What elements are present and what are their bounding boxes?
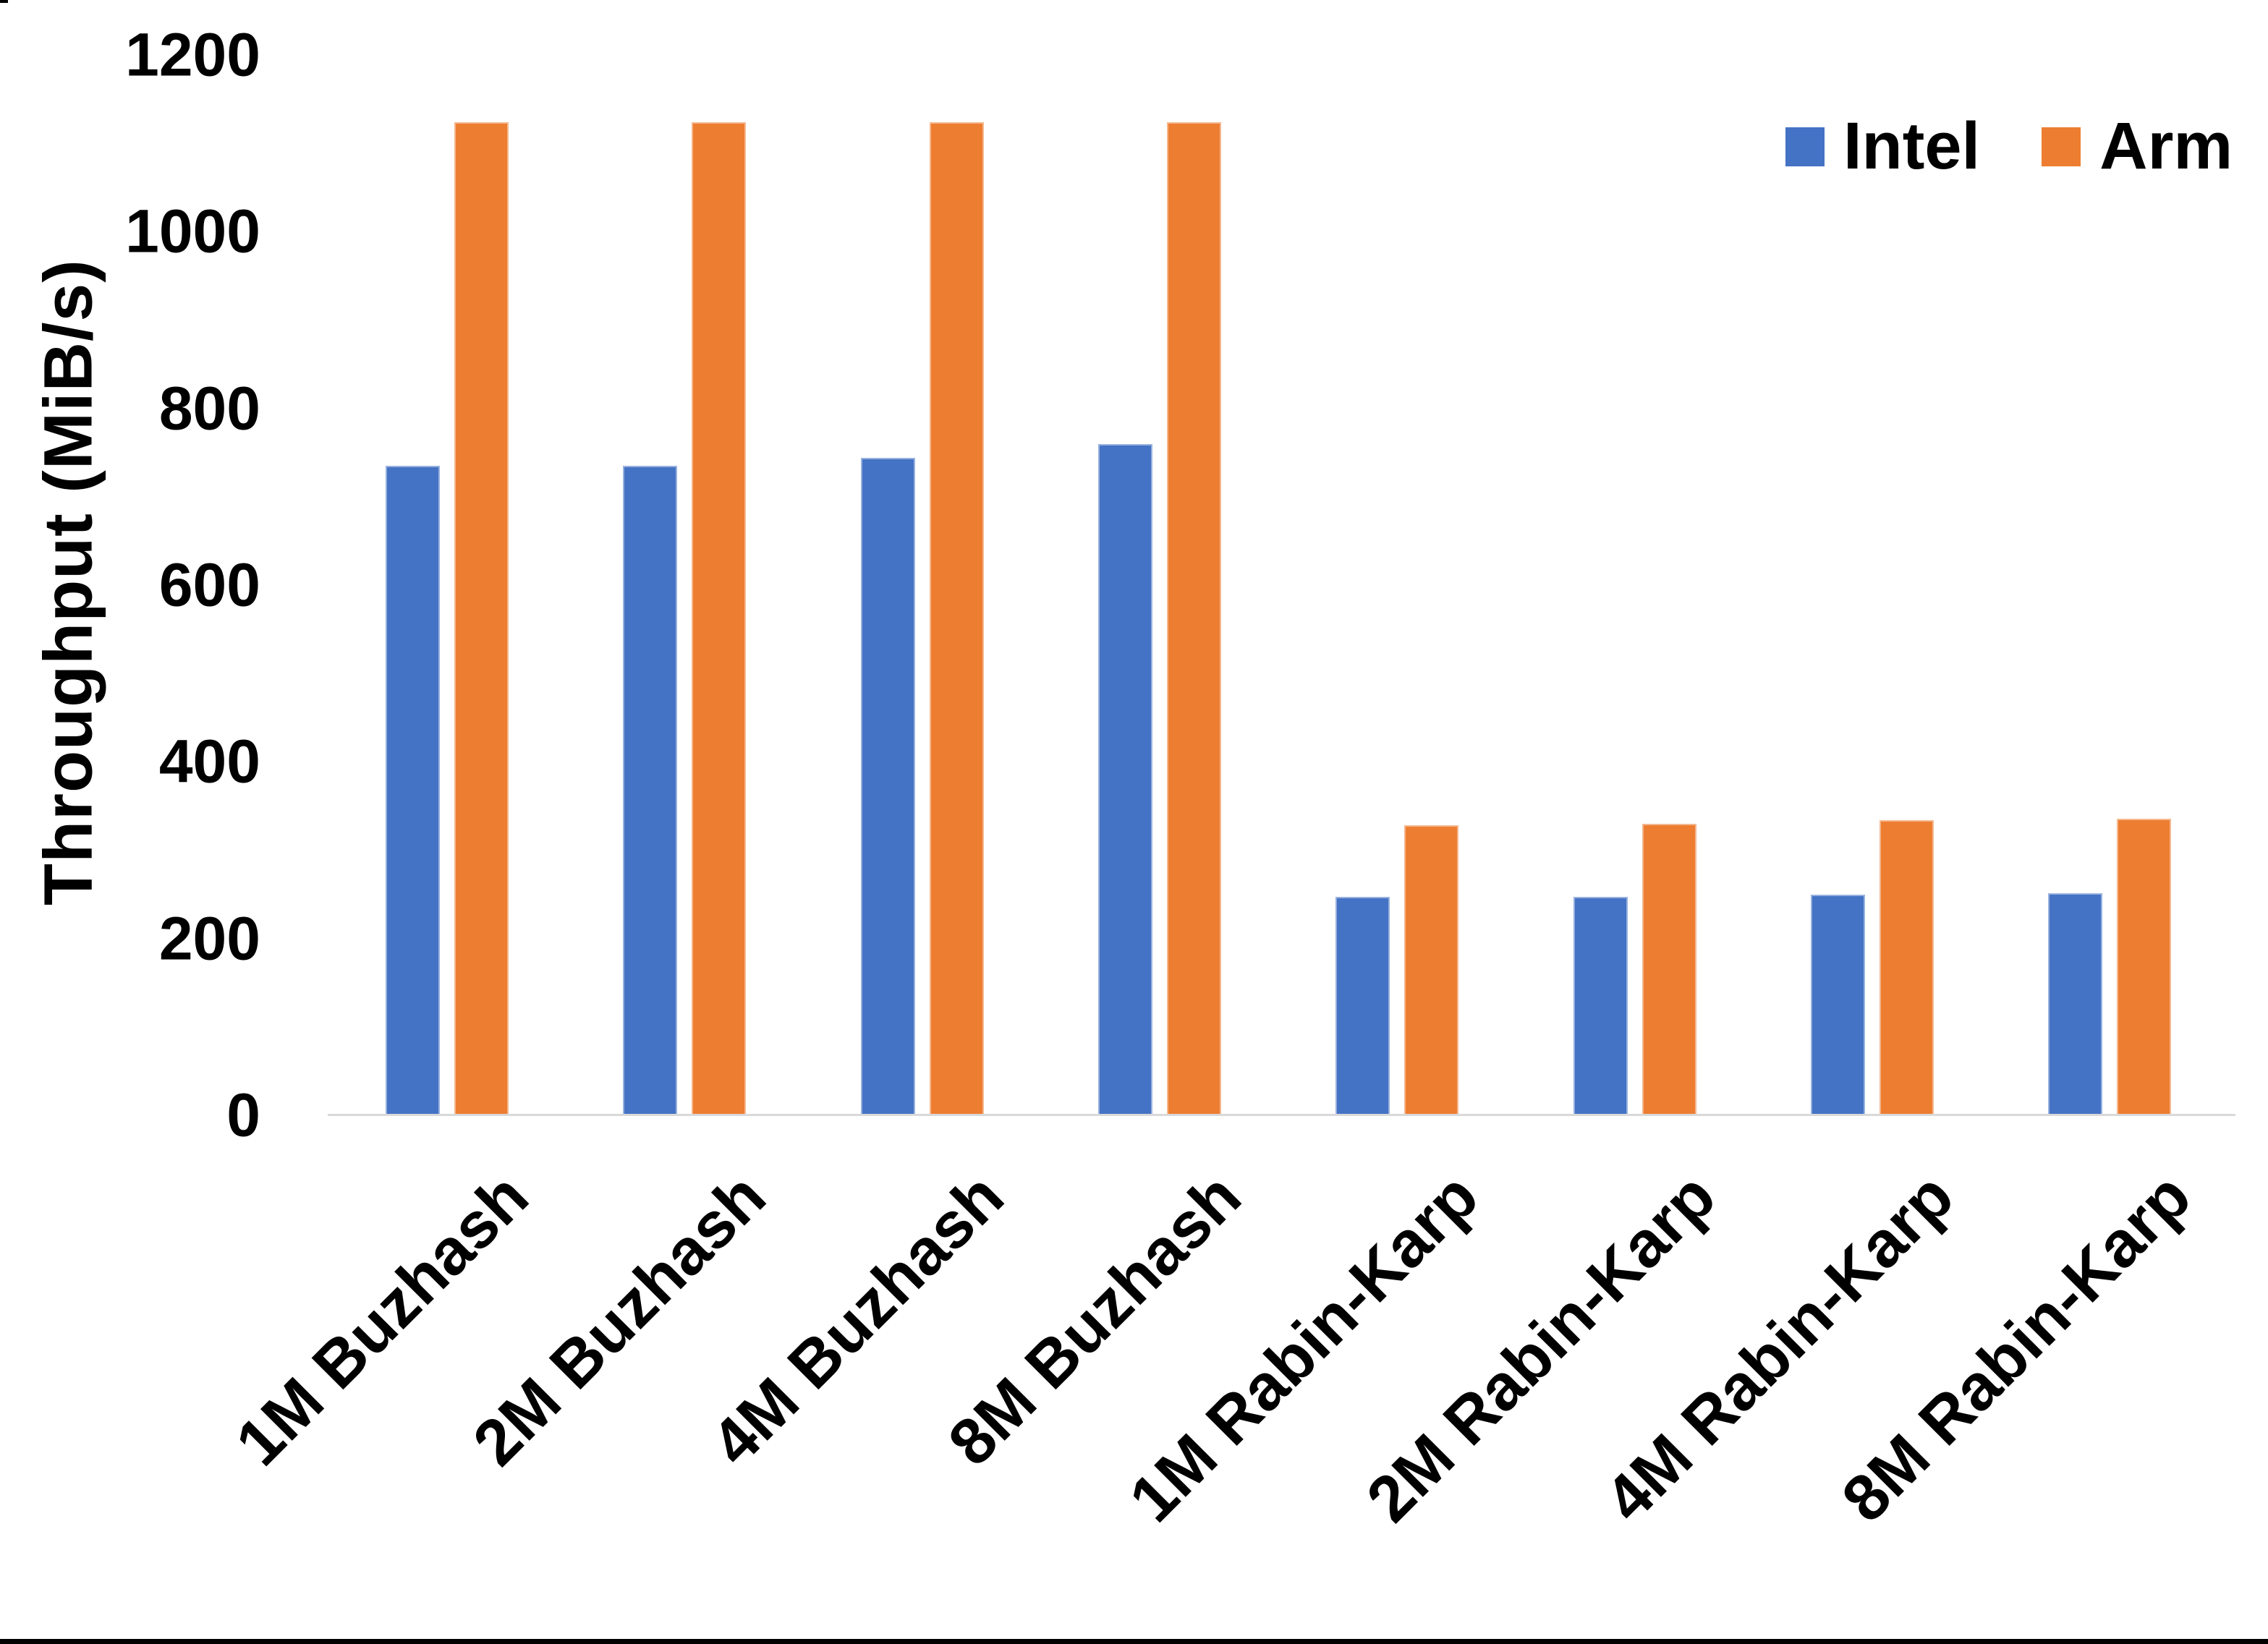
bar-arm-2	[692, 122, 746, 1115]
bar-arm-7	[1880, 820, 1934, 1115]
y-tick-label: 200	[158, 904, 260, 973]
y-tick-label: 400	[158, 727, 260, 796]
window-border-fragment	[0, 0, 8, 3]
y-tick-label: 800	[158, 374, 260, 443]
arm-series-swatch-icon	[2042, 127, 2081, 166]
y-tick-label: 1000	[125, 197, 260, 265]
y-tick-label: 0	[226, 1081, 260, 1149]
window-bottom-border	[0, 1639, 2268, 1644]
bar-intel-8	[2048, 893, 2102, 1115]
legend-item-arm: Arm	[2042, 108, 2233, 184]
legend-item-intel: Intel	[1785, 108, 1980, 184]
intel-series-swatch-icon	[1785, 127, 1825, 166]
legend-label-arm: Arm	[2099, 109, 2233, 183]
bar-intel-2	[623, 466, 677, 1115]
legend: Intel Arm	[1785, 108, 2233, 184]
bar-intel-4	[1098, 444, 1152, 1115]
y-tick-label: 1200	[125, 20, 260, 89]
bar-intel-1	[386, 466, 440, 1115]
y-axis-title: Throughput (MiB/s)	[30, 259, 107, 906]
bar-intel-3	[861, 458, 915, 1115]
bar-intel-7	[1811, 895, 1865, 1115]
bar-intel-5	[1335, 897, 1390, 1115]
bar-arm-1	[454, 122, 509, 1115]
bar-arm-3	[930, 122, 984, 1115]
bar-arm-6	[1642, 824, 1696, 1115]
y-tick-label: 600	[158, 550, 260, 619]
bar-intel-6	[1573, 897, 1628, 1115]
bar-arm-8	[2117, 819, 2171, 1115]
bar-arm-4	[1167, 122, 1221, 1115]
legend-label-intel: Intel	[1843, 109, 1981, 183]
bar-arm-5	[1404, 825, 1458, 1115]
x-axis-line	[328, 1114, 2235, 1116]
